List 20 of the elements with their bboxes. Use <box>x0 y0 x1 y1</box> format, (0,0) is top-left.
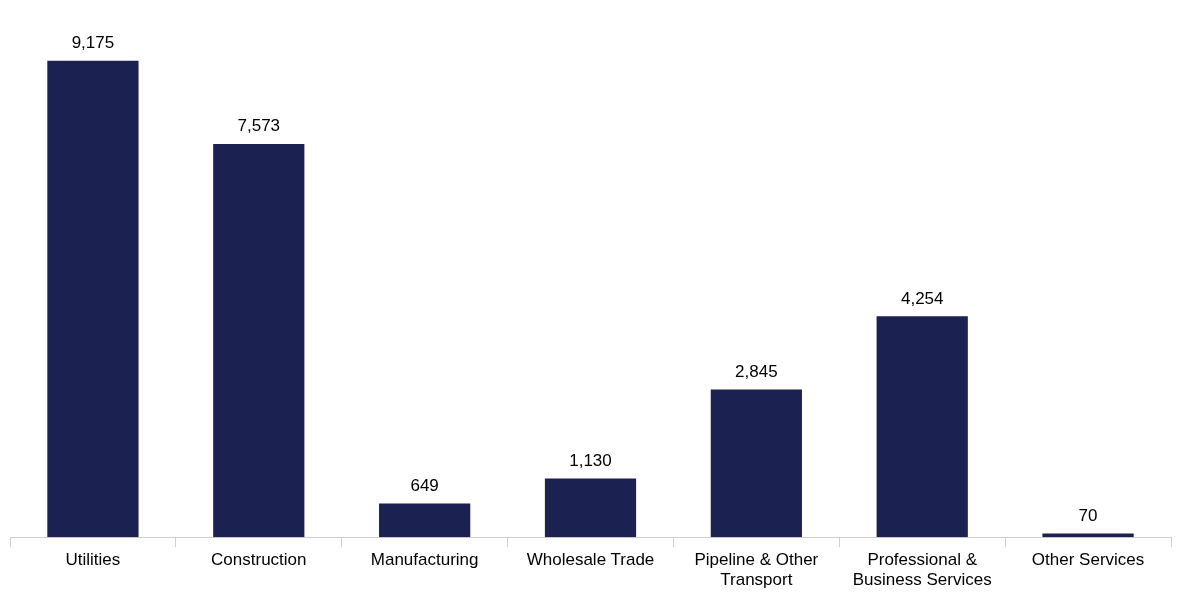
bar <box>213 144 305 538</box>
bar <box>876 316 968 538</box>
data-label: 2,845 <box>735 361 778 381</box>
x-tick-label: Construction <box>211 550 307 570</box>
x-tick-label: Wholesale Trade <box>526 550 655 570</box>
data-label: 9,175 <box>71 33 115 53</box>
x-tick-label: Pipeline & Other Transport <box>694 550 819 590</box>
data-label: 70 <box>1078 505 1098 525</box>
data-label: 1,130 <box>569 450 612 470</box>
bar <box>47 60 139 538</box>
bar <box>544 478 637 538</box>
bar <box>379 503 471 538</box>
data-label: 649 <box>410 475 439 495</box>
bar <box>710 389 802 538</box>
data-label: 4,254 <box>900 288 944 308</box>
x-tick-label: Utilities <box>65 550 121 570</box>
x-tick-label: Other Services <box>1031 550 1145 570</box>
x-tick-label: Manufacturing <box>370 550 479 570</box>
data-label: 7,573 <box>237 116 281 136</box>
x-tick-label: Professional & Business Services <box>852 550 992 590</box>
